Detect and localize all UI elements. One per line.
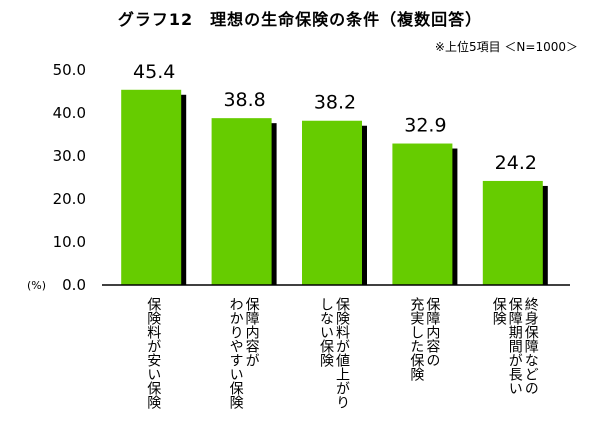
chart-title: グラフ12 理想の生命保険の条件（複数回答） (117, 10, 483, 29)
category-label: 保険料が安い保険 (145, 297, 161, 409)
data-label: 32.9 (404, 115, 446, 137)
bar (302, 120, 362, 286)
category-label: 保険料が値上がり (334, 297, 350, 409)
category-label: 充実した保険 (408, 297, 424, 381)
data-label: 24.2 (495, 152, 537, 174)
category-label: 保障内容の (424, 297, 440, 367)
y-tick-label: 0.0 (62, 276, 86, 294)
category-label: しない保険 (318, 297, 334, 367)
category-label: 終身保障などの (523, 297, 539, 395)
y-tick-label: 30.0 (53, 147, 86, 165)
category-label: 保険 (491, 297, 507, 325)
y-axis-unit: (%) (27, 279, 46, 292)
data-label: 38.8 (223, 89, 265, 111)
y-tick-label: 50.0 (53, 61, 86, 79)
bar (392, 143, 453, 285)
category-label: わかりやすい保険 (228, 297, 244, 409)
bar (482, 180, 543, 285)
bar (211, 118, 272, 285)
category-label: 保障期間が長い (507, 297, 523, 395)
category-label: 保障内容が (244, 297, 260, 367)
chart-note: ※上位5項目 ＜N=1000＞ (434, 40, 578, 54)
data-label: 45.4 (133, 61, 175, 83)
data-label: 38.2 (314, 92, 356, 114)
y-tick-label: 20.0 (53, 190, 86, 208)
bar (121, 89, 182, 285)
y-tick-label: 40.0 (53, 104, 86, 122)
y-tick-label: 10.0 (53, 233, 86, 251)
